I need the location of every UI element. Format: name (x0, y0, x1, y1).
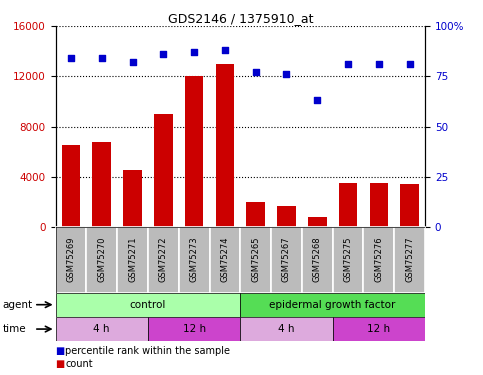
Title: GDS2146 / 1375910_at: GDS2146 / 1375910_at (168, 12, 313, 25)
Bar (241, 292, 425, 317)
Text: GSM75276: GSM75276 (374, 237, 384, 282)
Bar (271, 227, 302, 292)
Bar (62, 146, 80, 227)
Bar (117, 227, 148, 292)
Text: 12 h: 12 h (183, 324, 206, 334)
Bar (148, 227, 179, 292)
Bar (56, 227, 86, 292)
Text: 12 h: 12 h (367, 324, 390, 334)
Text: GSM75269: GSM75269 (67, 237, 75, 282)
Bar (400, 184, 419, 227)
Bar (123, 171, 142, 227)
Point (375, 62, 383, 68)
Bar (215, 64, 234, 227)
Text: 4 h: 4 h (94, 324, 110, 334)
Bar (308, 217, 327, 227)
Point (344, 62, 352, 68)
Bar (333, 317, 425, 341)
Bar (246, 202, 265, 227)
Bar (86, 227, 117, 292)
Bar (241, 317, 333, 341)
Text: ■: ■ (56, 359, 65, 369)
Bar (364, 227, 394, 292)
Bar (179, 227, 210, 292)
Text: GSM75273: GSM75273 (190, 237, 199, 282)
Text: GSM75265: GSM75265 (251, 237, 260, 282)
Text: count: count (65, 359, 93, 369)
Point (67, 56, 75, 62)
Text: GSM75275: GSM75275 (343, 237, 353, 282)
Bar (240, 227, 271, 292)
Text: epidermal growth factor: epidermal growth factor (270, 300, 396, 310)
Bar (277, 206, 296, 227)
Text: GSM75267: GSM75267 (282, 237, 291, 282)
Bar (185, 76, 203, 227)
Bar (56, 317, 148, 341)
Bar (302, 227, 333, 292)
Text: GSM75271: GSM75271 (128, 237, 137, 282)
Point (313, 98, 321, 104)
Point (190, 50, 198, 55)
Bar (148, 317, 241, 341)
Bar (210, 227, 240, 292)
Point (159, 51, 167, 57)
Text: GSM75274: GSM75274 (220, 237, 229, 282)
Text: control: control (130, 300, 166, 310)
Point (283, 71, 290, 77)
Bar (154, 114, 172, 227)
Point (128, 59, 136, 65)
Bar (369, 183, 388, 227)
Text: GSM75277: GSM75277 (405, 237, 414, 282)
Bar (56, 292, 241, 317)
Text: time: time (2, 324, 26, 334)
Point (221, 47, 229, 53)
Text: GSM75272: GSM75272 (159, 237, 168, 282)
Text: 4 h: 4 h (278, 324, 295, 334)
Text: GSM75268: GSM75268 (313, 237, 322, 282)
Text: ■: ■ (56, 346, 65, 356)
Text: GSM75270: GSM75270 (97, 237, 106, 282)
Point (98, 56, 106, 62)
Point (406, 62, 413, 68)
Bar (92, 142, 111, 227)
Bar (333, 227, 364, 292)
Text: agent: agent (2, 300, 32, 310)
Bar (339, 183, 357, 227)
Bar (394, 227, 425, 292)
Text: percentile rank within the sample: percentile rank within the sample (65, 346, 230, 356)
Point (252, 69, 259, 75)
